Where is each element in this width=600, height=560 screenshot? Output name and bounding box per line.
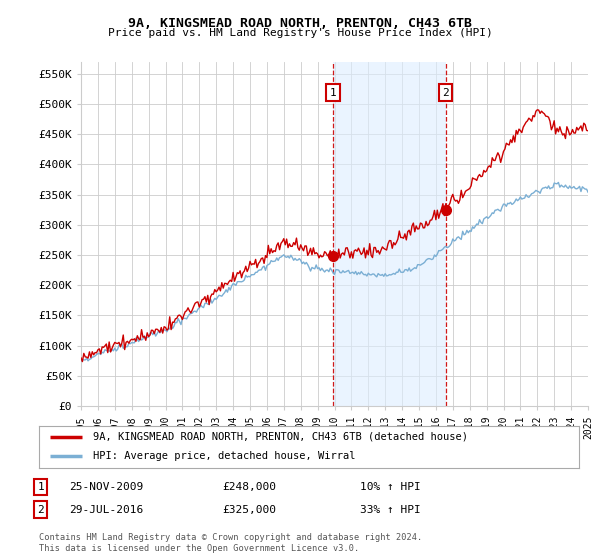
- Text: 29-JUL-2016: 29-JUL-2016: [69, 505, 143, 515]
- Text: £325,000: £325,000: [222, 505, 276, 515]
- Text: Price paid vs. HM Land Registry's House Price Index (HPI): Price paid vs. HM Land Registry's House …: [107, 28, 493, 38]
- Text: 9A, KINGSMEAD ROAD NORTH, PRENTON, CH43 6TB (detached house): 9A, KINGSMEAD ROAD NORTH, PRENTON, CH43 …: [93, 432, 468, 442]
- Text: 33% ↑ HPI: 33% ↑ HPI: [360, 505, 421, 515]
- Text: 1: 1: [37, 482, 44, 492]
- Text: 25-NOV-2009: 25-NOV-2009: [69, 482, 143, 492]
- Text: 1: 1: [329, 87, 336, 97]
- Text: 2: 2: [37, 505, 44, 515]
- Text: 2: 2: [442, 87, 449, 97]
- Text: 10% ↑ HPI: 10% ↑ HPI: [360, 482, 421, 492]
- Text: HPI: Average price, detached house, Wirral: HPI: Average price, detached house, Wirr…: [93, 451, 355, 461]
- Text: 9A, KINGSMEAD ROAD NORTH, PRENTON, CH43 6TB: 9A, KINGSMEAD ROAD NORTH, PRENTON, CH43 …: [128, 17, 472, 30]
- Bar: [333, 62, 446, 406]
- Text: Contains HM Land Registry data © Crown copyright and database right 2024.
This d: Contains HM Land Registry data © Crown c…: [39, 533, 422, 553]
- Text: £248,000: £248,000: [222, 482, 276, 492]
